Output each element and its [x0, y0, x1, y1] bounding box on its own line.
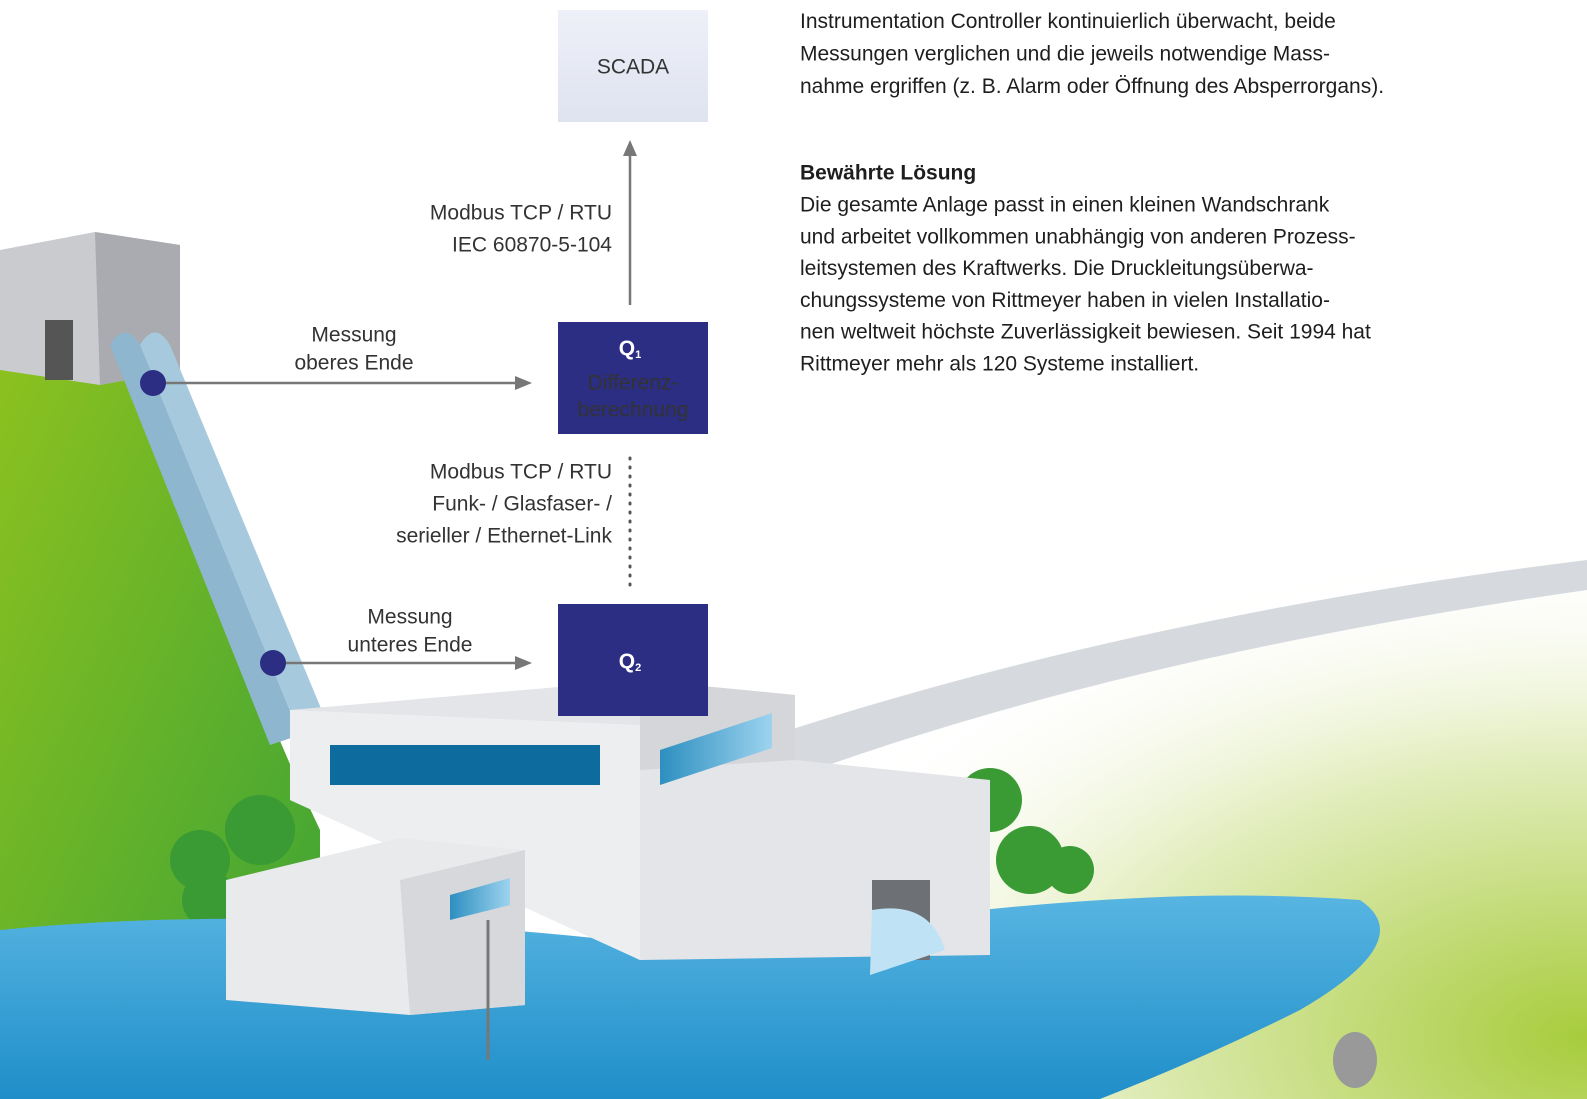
link-label: Modbus TCP / RTU — [430, 461, 612, 484]
paragraph-line: Instrumentation Controller kontinuierlic… — [800, 10, 1336, 33]
link-label: Funk- / Glasfaser- / — [432, 493, 612, 516]
node-symbol: Q — [619, 650, 635, 673]
paragraph-line: leitsystemen des Kraftwerks. Die Druckle… — [800, 257, 1314, 280]
link-label: serieller / Ethernet-Link — [396, 525, 612, 548]
arrow-head — [623, 140, 637, 156]
paragraph-line: Die gesamte Anlage passt in einen kleine… — [800, 194, 1330, 217]
paragraph-line: nen weltweit höchste Zuverlässigkeit bew… — [800, 321, 1371, 344]
paragraph-line: und (Q₂) am unteren Ende wird durch eine… — [800, 0, 1302, 1]
node-subscript: 2 — [635, 662, 641, 674]
sensor-dot — [260, 650, 286, 676]
paragraph-line: Rittmeyer mehr als 120 Systeme installie… — [800, 353, 1199, 376]
arrow-head — [515, 376, 532, 390]
node-symbol: Q — [619, 337, 635, 360]
node-label: SCADA — [597, 56, 669, 79]
paragraph-line: chungssysteme von Rittmeyer haben in vie… — [800, 289, 1330, 312]
diagram: SCADA und (Q₂) am unteren Ende wird durc… — [0, 0, 1587, 1099]
node-subscript: 1 — [635, 349, 641, 361]
measurement-label: unteres Ende — [348, 634, 473, 657]
sensor-dot — [140, 370, 166, 396]
node-line: berechnung — [578, 399, 689, 422]
page: SCADA und (Q₂) am unteren Ende wird durc… — [0, 0, 1587, 1099]
measurement-label: oberes Ende — [294, 352, 413, 375]
node-line: Differenz- — [588, 372, 679, 395]
paragraph-line: und arbeitet vollkommen unabhängig von a… — [800, 225, 1356, 248]
paragraph-line: Messungen verglichen und die jeweils not… — [800, 43, 1330, 66]
link-label: Modbus TCP / RTU — [430, 202, 612, 225]
section-heading: Bewährte Lösung — [800, 162, 976, 185]
measurement-label: Messung — [311, 324, 396, 347]
paragraph-line: nahme ergriffen (z. B. Alarm oder Öffnun… — [800, 75, 1384, 98]
link-label: IEC 60870-5-104 — [452, 234, 612, 257]
illustration — [0, 232, 1587, 1099]
measurement-label: Messung — [367, 606, 452, 629]
